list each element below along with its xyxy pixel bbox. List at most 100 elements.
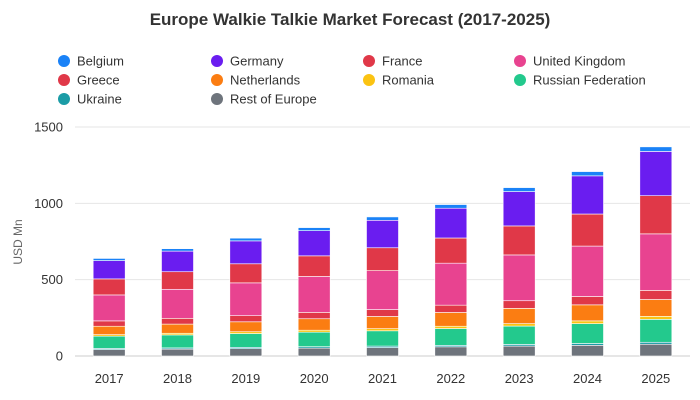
- bar-segment-russian-federation-2018: [161, 334, 194, 349]
- bar-segment-russian-federation-2025: [639, 319, 673, 343]
- bar-segment-germany-2024: [571, 175, 604, 215]
- bar-stack-2019: [229, 237, 263, 357]
- bar-segment-greece-2019: [229, 315, 263, 323]
- bar-segment-france-2017: [92, 278, 126, 296]
- bar-segment-germany-2022: [434, 207, 468, 239]
- bar-segment-netherlands-2022: [434, 312, 468, 327]
- legend-label-romania: Romania: [382, 73, 435, 88]
- bar-segment-rest-of-europe-2018: [161, 348, 194, 357]
- x-tick-label-2023: 2023: [505, 371, 534, 386]
- bar-segment-germany-2023: [502, 191, 536, 227]
- chart-title: Europe Walkie Talkie Market Forecast (20…: [150, 10, 551, 29]
- bar-segment-germany-2017: [92, 260, 126, 280]
- bar-segment-romania-2023: [502, 323, 536, 327]
- bar-stack-2024: [571, 171, 604, 357]
- legend-label-greece: Greece: [77, 73, 120, 88]
- legend-marker-rest-of-europe: [211, 93, 223, 105]
- legend-marker-france: [363, 55, 375, 67]
- bar-stack-2021: [366, 216, 399, 357]
- legend-label-belgium: Belgium: [77, 54, 124, 69]
- bar-segment-france-2022: [434, 237, 468, 264]
- bar-segment-rest-of-europe-2019: [229, 348, 263, 357]
- bar-segment-russian-federation-2020: [297, 331, 331, 347]
- bar-segment-romania-2025: [639, 316, 673, 320]
- x-tick-label-2018: 2018: [163, 371, 192, 386]
- bar-segment-greece-2024: [571, 296, 604, 306]
- bar-segment-belgium-2021: [366, 216, 399, 221]
- legend-label-netherlands: Netherlands: [230, 73, 301, 88]
- bar-segment-belgium-2018: [161, 248, 194, 252]
- bar-segment-united-kingdom-2019: [229, 282, 263, 316]
- y-axis-label: USD Mn: [11, 219, 25, 264]
- bar-segment-romania-2022: [434, 325, 468, 329]
- bar-segment-netherlands-2023: [502, 308, 536, 324]
- legend-marker-greece: [58, 74, 70, 86]
- bar-segment-rest-of-europe-2024: [571, 345, 604, 357]
- legend-marker-germany: [211, 55, 223, 67]
- bar-segment-rest-of-europe-2017: [92, 349, 126, 357]
- legend-marker-united-kingdom: [514, 55, 526, 67]
- bar-segment-france-2020: [297, 255, 331, 277]
- bar-segment-netherlands-2019: [229, 321, 263, 333]
- bar-segment-russian-federation-2021: [366, 330, 399, 347]
- x-tick-label-2021: 2021: [368, 371, 397, 386]
- bar-segment-russian-federation-2022: [434, 328, 468, 346]
- y-tick-label-1000: 1000: [34, 196, 63, 211]
- legend-marker-ukraine: [58, 93, 70, 105]
- bar-segment-united-kingdom-2025: [639, 233, 673, 291]
- legend: Belgium Germany France United Kingdom Greece…: [58, 54, 646, 107]
- bar-segment-belgium-2023: [502, 187, 536, 192]
- bar-segment-belgium-2024: [571, 171, 604, 177]
- legend-label-united-kingdom: United Kingdom: [533, 54, 626, 69]
- bar-segment-greece-2018: [161, 317, 194, 325]
- bar-segment-greece-2020: [297, 312, 331, 320]
- bar-segment-belgium-2017: [92, 258, 126, 261]
- legend-marker-russian-federation: [514, 74, 526, 86]
- bar-segment-rest-of-europe-2025: [639, 343, 673, 357]
- bar-segment-greece-2025: [639, 290, 673, 300]
- bar-segment-united-kingdom-2022: [434, 262, 468, 306]
- bar-segment-united-kingdom-2018: [161, 288, 194, 319]
- bar-segment-france-2025: [639, 195, 673, 235]
- bar-segment-russian-federation-2024: [571, 323, 604, 344]
- bar-segment-united-kingdom-2017: [92, 294, 126, 322]
- bar-segment-netherlands-2025: [639, 299, 673, 317]
- y-tick-label-0: 0: [56, 349, 63, 364]
- bars: [92, 146, 673, 357]
- bar-segment-united-kingdom-2021: [366, 270, 399, 310]
- bar-segment-france-2024: [571, 213, 604, 247]
- x-tick-label-2024: 2024: [573, 371, 602, 386]
- x-tick-label-2025: 2025: [641, 371, 670, 386]
- legend-marker-belgium: [58, 55, 70, 67]
- bar-segment-belgium-2022: [434, 204, 468, 209]
- bar-segment-netherlands-2020: [297, 318, 331, 331]
- y-tick-label-1500: 1500: [34, 120, 63, 135]
- bar-segment-belgium-2025: [639, 146, 673, 152]
- bar-segment-greece-2017: [92, 320, 126, 327]
- bar-segment-germany-2021: [366, 219, 399, 249]
- bar-segment-rest-of-europe-2021: [366, 347, 399, 357]
- bar-segment-france-2018: [161, 271, 194, 290]
- x-tick-label-2019: 2019: [231, 371, 260, 386]
- bar-segment-romania-2024: [571, 320, 604, 324]
- bar-segment-germany-2025: [639, 151, 673, 197]
- bar-segment-germany-2019: [229, 240, 263, 265]
- bar-segment-rest-of-europe-2022: [434, 346, 468, 357]
- bar-stack-2022: [434, 204, 468, 357]
- bar-segment-rest-of-europe-2023: [502, 345, 536, 357]
- bar-segment-united-kingdom-2024: [571, 245, 604, 297]
- legend-label-france: France: [382, 54, 422, 69]
- bar-segment-united-kingdom-2020: [297, 276, 331, 313]
- x-axis: 2017 2018 2019 2020 2021 2022 2023 2024 2025: [95, 371, 671, 386]
- bar-segment-france-2019: [229, 263, 263, 284]
- y-axis: 0 500 1000 1500: [34, 120, 63, 364]
- y-tick-label-500: 500: [41, 272, 63, 287]
- legend-marker-romania: [363, 74, 375, 86]
- legend-label-ukraine: Ukraine: [77, 92, 122, 107]
- bar-segment-russian-federation-2023: [502, 325, 536, 345]
- bar-segment-germany-2018: [161, 250, 194, 273]
- legend-label-russian-federation: Russian Federation: [533, 73, 646, 88]
- bar-segment-netherlands-2021: [366, 316, 399, 329]
- bar-segment-greece-2023: [502, 300, 536, 309]
